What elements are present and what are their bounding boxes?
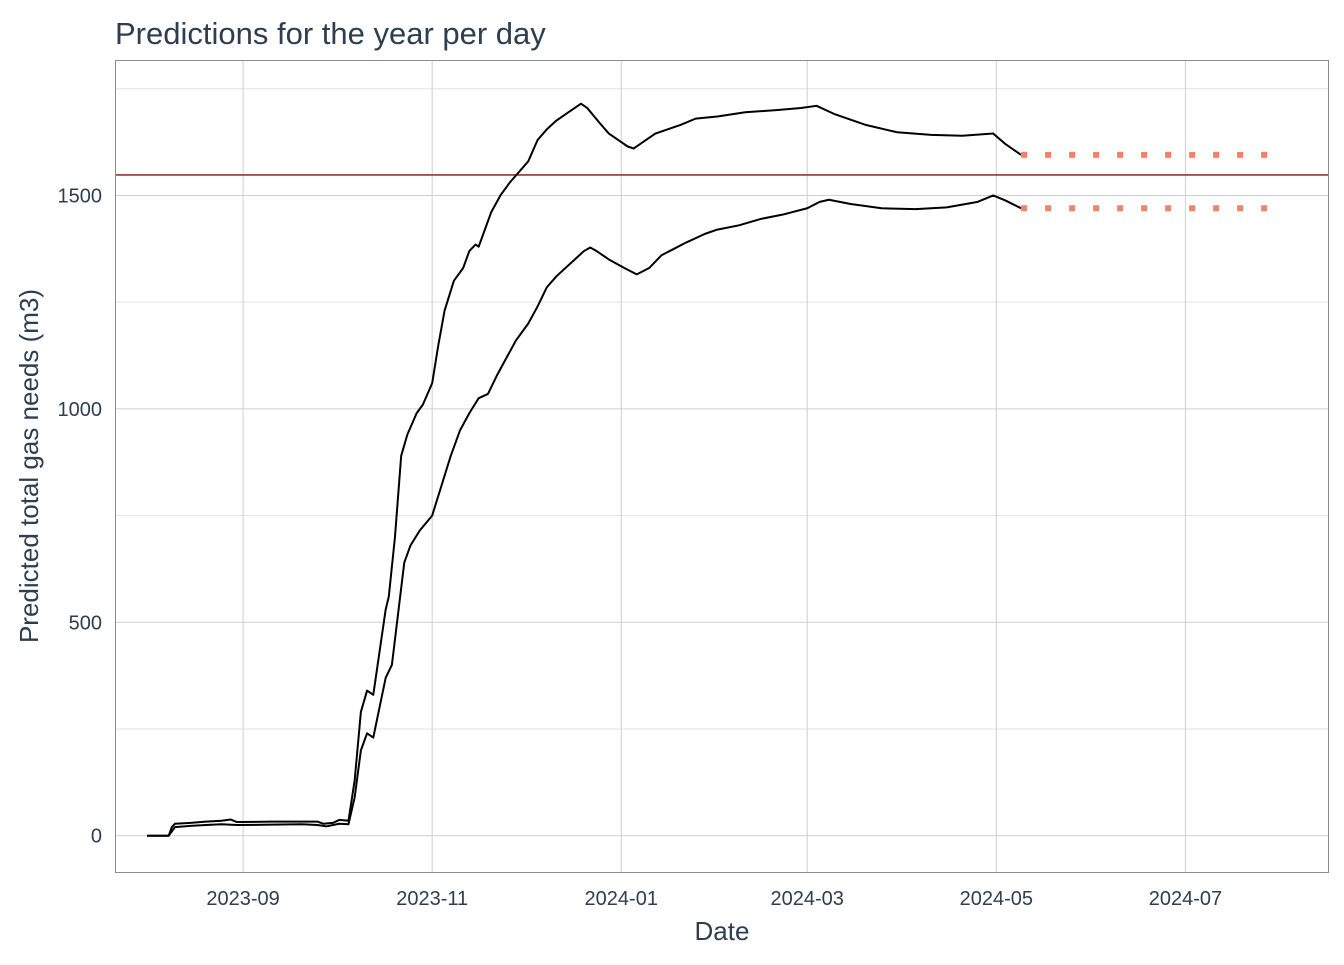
x-tick-label: 2024-01 [585, 888, 658, 910]
series-layer [147, 102, 1276, 837]
y-axis-title: Predicted total gas needs (m3) [14, 289, 44, 643]
chart-title: Predictions for the year per day [115, 16, 546, 51]
y-tick-label: 1000 [58, 399, 103, 421]
y-axis-ticks: 0 500 1000 1500 [58, 185, 103, 847]
x-tick-label: 2023-09 [206, 888, 279, 910]
y-tick-label: 0 [91, 826, 102, 848]
x-tick-label: 2024-07 [1149, 888, 1222, 910]
y-tick-label: 500 [69, 612, 102, 634]
x-tick-label: 2023-11 [396, 888, 468, 910]
x-tick-label: 2024-05 [960, 888, 1033, 910]
x-tick-label: 2024-03 [771, 888, 844, 910]
x-axis-title: Date [695, 916, 750, 946]
y-tick-label: 1500 [58, 185, 103, 207]
x-axis-ticks: 2023-09 2023-11 2024-01 2024-03 2024-05 2024-… [206, 888, 1222, 910]
grid [116, 61, 1328, 872]
series-line-1 [147, 102, 1022, 837]
series-line-2 [147, 194, 1022, 837]
plot-panel-border [115, 60, 1329, 873]
